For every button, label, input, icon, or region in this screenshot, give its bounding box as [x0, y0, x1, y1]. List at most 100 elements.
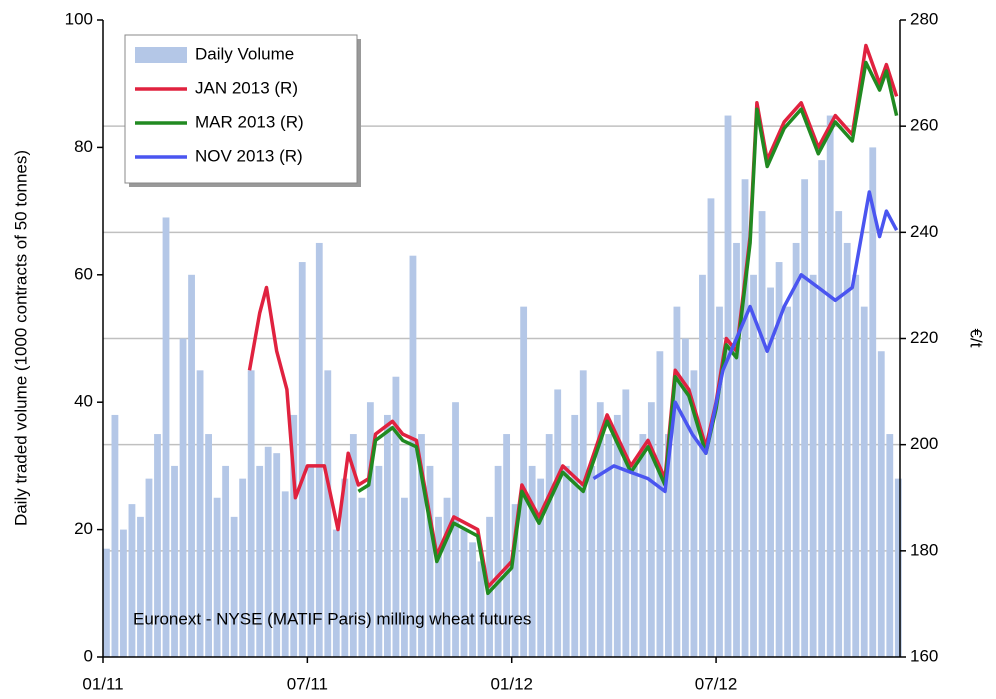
volume-bar	[145, 478, 153, 657]
volume-bar	[469, 542, 476, 657]
volume-bar	[826, 115, 834, 658]
volume-bar	[596, 402, 604, 657]
volume-bar	[401, 497, 408, 657]
volume-bar	[724, 115, 732, 658]
volume-bar	[273, 453, 281, 657]
volume-bar	[716, 306, 723, 657]
volume-bar	[358, 497, 366, 657]
volume-bar	[682, 338, 689, 657]
y-tick-label: 40	[74, 392, 93, 411]
volume-bar	[622, 389, 630, 657]
volume-bar	[162, 217, 170, 657]
volume-bar	[647, 402, 655, 657]
volume-bar	[460, 529, 468, 657]
y-tick-label: 60	[74, 264, 93, 283]
volume-bar	[554, 389, 562, 657]
volume-bar	[128, 504, 136, 657]
line-layer	[247, 43, 899, 596]
volume-bar	[435, 516, 442, 657]
x-tick-label: 07/12	[695, 674, 738, 693]
y-tick-label: 80	[74, 137, 93, 156]
volume-bar	[801, 179, 809, 657]
volume-bar	[733, 242, 740, 657]
volume-bar	[426, 465, 434, 657]
volume-bar	[120, 529, 127, 657]
volume-bar	[852, 274, 860, 657]
volume-bar	[579, 370, 587, 657]
legend-label: JAN 2013 (R)	[195, 78, 298, 97]
volume-bar	[264, 446, 272, 657]
volume-bar	[835, 211, 843, 657]
volume-bar	[452, 402, 459, 657]
volume-bar	[843, 242, 851, 657]
volume-bar	[256, 465, 264, 657]
volume-bar	[324, 370, 332, 657]
volume-bar	[418, 434, 425, 657]
volume-bar	[545, 434, 553, 657]
volume-bar	[298, 262, 306, 657]
legend-label: NOV 2013 (R)	[195, 146, 303, 165]
volume-bar	[230, 516, 238, 657]
volume-bar	[673, 306, 681, 657]
volume-bar	[111, 414, 119, 657]
volume-bar	[392, 376, 400, 657]
volume-bar	[443, 497, 451, 657]
volume-bar	[494, 465, 502, 657]
volume-bar	[571, 414, 579, 657]
volume-bar	[792, 242, 800, 657]
volume-bar	[860, 306, 868, 657]
legend-swatch	[135, 47, 187, 63]
volume-bar	[690, 370, 698, 657]
x-tick-label: 01/12	[490, 674, 533, 693]
x-tick-label: 01/11	[82, 674, 123, 693]
volume-bar	[818, 160, 826, 657]
volume-bar	[699, 274, 706, 657]
volume-bar	[477, 561, 485, 657]
volume-bar	[562, 465, 570, 657]
volume-bar	[171, 465, 178, 657]
annotation: Euronext - NYSE (MATIF Paris) milling wh…	[133, 609, 531, 628]
volume-bar	[664, 434, 672, 657]
volume-bar	[588, 465, 596, 657]
y2-tick-label: 260	[910, 116, 938, 135]
volume-bar	[886, 434, 894, 657]
volume-bar	[179, 338, 187, 657]
volume-bar	[205, 434, 212, 657]
legend-label: MAR 2013 (R)	[195, 112, 304, 131]
volume-bar	[503, 434, 511, 657]
volume-bar	[222, 465, 230, 657]
y-tick-label: 0	[84, 646, 93, 665]
volume-bar	[196, 370, 204, 657]
volume-bar	[290, 414, 298, 657]
price-line	[592, 190, 899, 494]
volume-bar	[341, 478, 349, 657]
volume-bar	[409, 255, 417, 657]
volume-bar	[741, 179, 749, 657]
volume-bar	[213, 497, 221, 657]
y2-tick-label: 160	[910, 646, 938, 665]
volume-bar	[511, 504, 519, 657]
y2-tick-label: 220	[910, 328, 938, 347]
volume-bar	[809, 274, 817, 657]
volume-bar	[281, 491, 289, 657]
y-tick-label: 100	[65, 9, 93, 28]
volume-bar	[154, 434, 161, 657]
y2-tick-label: 200	[910, 434, 938, 453]
volume-bar	[247, 370, 255, 657]
volume-bar	[894, 478, 902, 657]
y-axis-label: Daily traded volume (1000 contracts of 5…	[11, 150, 30, 526]
volume-bar	[375, 465, 383, 657]
price-line	[357, 60, 899, 596]
volume-bar	[349, 434, 357, 657]
y2-tick-label: 280	[910, 9, 938, 28]
volume-bar	[869, 147, 877, 657]
volume-bar	[750, 274, 757, 657]
volume-bar	[758, 211, 766, 657]
volume-bar	[332, 529, 340, 657]
volume-bar	[239, 478, 247, 657]
volume-bar	[188, 274, 195, 657]
volume-bar	[775, 262, 783, 657]
volume-bar	[537, 478, 545, 657]
volume-bar	[613, 414, 621, 657]
